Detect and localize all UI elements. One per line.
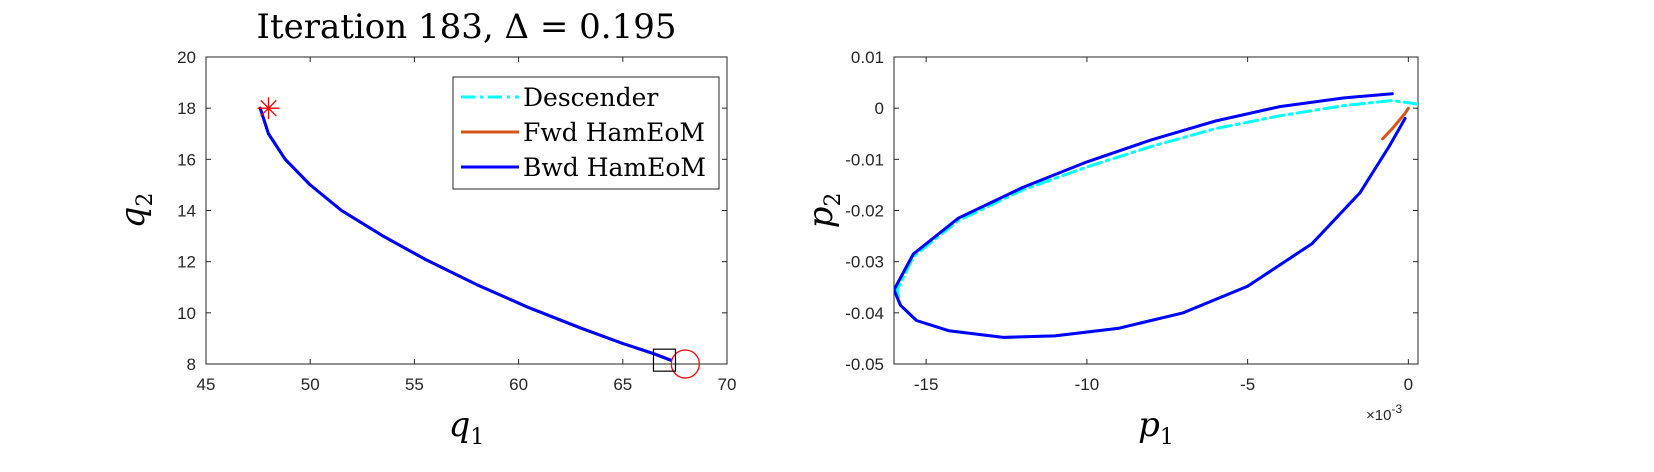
y-tick-label: -0.03	[845, 253, 884, 272]
y-tick-label: 14	[177, 202, 196, 221]
legend: Descender Fwd HamEoM Bwd HamEoM	[452, 76, 720, 190]
x-axis-label-main: q	[449, 405, 471, 445]
square-marker	[652, 348, 677, 372]
y-axis-label-main: p	[801, 207, 841, 229]
x-exponent-label: ×10-3	[1366, 402, 1402, 424]
legend-entry: Bwd HamEoM	[523, 153, 706, 182]
chart-2: -15 -10 -5 0 -0.05 -0.04 -0.03 -0.02 -0.01 0 0.01 p…	[801, 48, 1419, 450]
x-tick-label: 55	[405, 375, 424, 394]
x-axis-label-main: p	[1138, 405, 1160, 445]
x-exponent-base: ×10	[1366, 407, 1391, 424]
x-axis-label: q1	[449, 405, 485, 450]
x-tick-label: 60	[509, 375, 528, 394]
x-tick-label: -5	[1240, 375, 1255, 394]
y-tick-label: -0.02	[845, 202, 884, 221]
series-group	[258, 106, 673, 362]
y-tick-label: -0.05	[845, 355, 884, 374]
y-axis-label-sub: 2	[821, 193, 846, 207]
x-tick-label: 65	[613, 375, 632, 394]
legend-entry: Descender	[523, 83, 658, 112]
x-tick-label: -15	[914, 375, 939, 394]
x-axis-label: p1	[1138, 405, 1174, 450]
y-tick-label: 10	[177, 304, 196, 323]
x-axis-label-sub: 1	[1160, 425, 1174, 450]
chart-title: Iteration 183, Δ = 0.195	[257, 7, 677, 47]
y-axis-label-sub: 2	[133, 193, 158, 207]
y-tick-label: 0.01	[851, 48, 884, 67]
y-tick-label: 8	[187, 355, 196, 374]
circle-marker	[670, 349, 700, 379]
asterisk-marker	[257, 97, 280, 120]
x-tick-label: -10	[1075, 375, 1100, 394]
x-tick-label: 70	[718, 375, 737, 394]
x-tick-label: 0	[1404, 375, 1413, 394]
series-line-bwd-hameom	[894, 92, 1407, 339]
x-exponent-power: -3	[1391, 402, 1402, 416]
series-group	[894, 92, 1418, 339]
x-axis-label-sub: 1	[470, 425, 484, 450]
y-tick-label: -0.04	[845, 304, 884, 323]
series-line-fwd-hameom	[1381, 106, 1410, 141]
x-tick-label: 45	[197, 375, 216, 394]
y-tick-label: 18	[177, 99, 196, 118]
series-line-bwd-hameom	[258, 106, 673, 362]
asterisk-stroke	[260, 99, 277, 117]
y-axis-label-main: q	[113, 207, 153, 229]
legend-entry: Fwd HamEoM	[523, 118, 705, 147]
y-tick-label: 0	[875, 99, 884, 118]
y-axis-label: p2	[801, 193, 846, 229]
y-tick-label: 20	[177, 48, 196, 67]
x-tick-label: 50	[301, 375, 320, 394]
y-axis-label: q2	[113, 193, 158, 229]
y-tick-label: -0.01	[845, 150, 884, 169]
y-tick-label: 16	[177, 150, 196, 169]
y-tick-label: 12	[177, 253, 196, 272]
